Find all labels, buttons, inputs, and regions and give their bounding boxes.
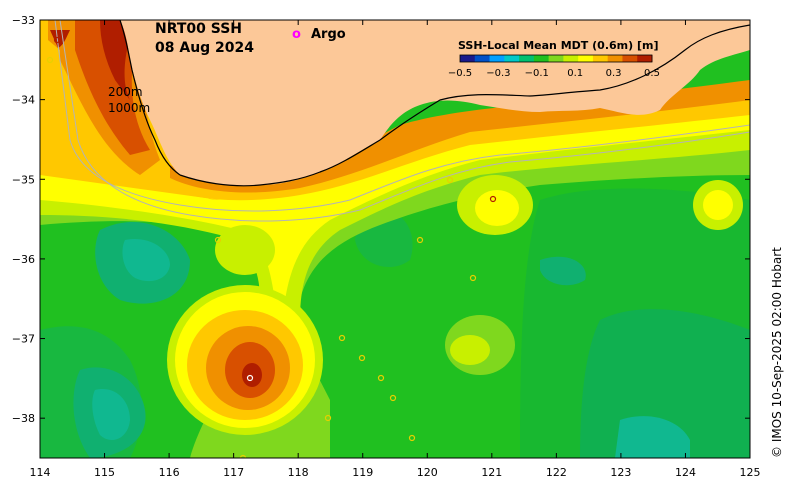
plot-frame [39, 19, 751, 459]
colorbar-segment [592, 55, 609, 62]
lon-tick-label: 123 [610, 466, 631, 479]
lon-tick-label: 119 [352, 466, 373, 479]
lon-tick-label: 116 [159, 466, 180, 479]
lon-tick-label: 122 [546, 466, 567, 479]
colorbar-segment [622, 55, 638, 62]
title-line-1: NRT00 SSH [155, 21, 242, 37]
lon-tick-label: 121 [481, 466, 502, 479]
lat-tick-label: −34 [12, 94, 35, 107]
argo-legend-label: Argo [311, 27, 346, 42]
colorbar-segment [578, 55, 594, 62]
colorbar-tick-label: −0.1 [525, 68, 549, 79]
lat-tick-label: −35 [12, 173, 35, 186]
colorbar-segment [504, 55, 520, 62]
title-line-2: 08 Aug 2024 [155, 40, 254, 56]
lon-tick-label: 114 [30, 466, 51, 479]
colorbar-title: SSH-Local Mean MDT (0.6m) [m] [458, 39, 658, 52]
lat-tick-label: −36 [12, 253, 35, 266]
colorbar-segment [474, 55, 491, 62]
colorbar-segment [637, 55, 653, 62]
colorbar-segment [519, 55, 535, 62]
lat-tick-label: −38 [12, 412, 35, 425]
colorbar-tick-label: −0.3 [486, 68, 510, 79]
lon-tick-label: 125 [740, 466, 761, 479]
colorbar-frame [459, 54, 653, 63]
colorbar: −0.5 −0.3 −0.1 0.1 0.3 0.5 [448, 54, 660, 79]
argo-floats [46, 36, 497, 458]
lon-axis: 114 115 116 117 118 119 120 121 122 123 124 125 [30, 20, 761, 479]
argo-legend-symbol: o [292, 27, 301, 42]
colorbar-tick-label: 0.3 [606, 68, 622, 79]
lat-tick-label: −33 [12, 14, 35, 27]
credit-text: © IMOS 10-Sep-2025 02:00 Hobart [770, 247, 784, 458]
colorbar-segment [460, 55, 476, 62]
isobath-label-200m: 200m [108, 85, 143, 99]
colorbar-segment [548, 55, 564, 62]
lat-tick-label: −37 [12, 333, 35, 346]
lon-tick-label: 118 [288, 466, 309, 479]
colorbar-tick-label: −0.5 [448, 68, 472, 79]
lat-axis: −33 −34 −35 −36 −37 −38 [12, 14, 750, 425]
lon-tick-label: 120 [417, 466, 438, 479]
ssh-field [40, 20, 750, 458]
isobath-label-1000m: 1000m [108, 101, 150, 115]
lon-tick-label: 124 [675, 466, 696, 479]
lon-tick-label: 117 [223, 466, 244, 479]
colorbar-tick-label: 0.5 [644, 68, 660, 79]
colorbar-tick-label: 0.1 [567, 68, 583, 79]
colorbar-segment [607, 55, 623, 62]
lon-tick-label: 115 [94, 466, 115, 479]
colorbar-segment [533, 55, 550, 62]
colorbar-segment [563, 55, 579, 62]
colorbar-segment [489, 55, 505, 62]
